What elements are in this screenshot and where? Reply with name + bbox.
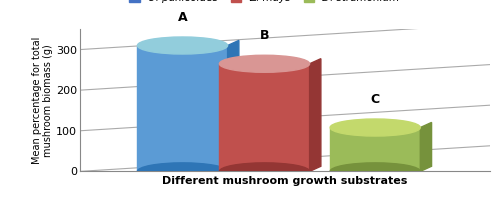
Bar [138,46,228,171]
Text: B: B [260,29,269,42]
Y-axis label: Mean percentage for total
mushroom biomass (g): Mean percentage for total mushroom bioma… [32,37,54,164]
Legend: U. panicoides, Z. mays, D. stramonium: U. panicoides, Z. mays, D. stramonium [125,0,404,7]
Ellipse shape [330,119,420,136]
Polygon shape [310,59,321,171]
Text: C: C [370,93,380,106]
Polygon shape [420,122,432,171]
Text: A: A [178,11,188,24]
Polygon shape [228,40,239,171]
Ellipse shape [220,55,310,72]
Bar [220,64,310,171]
Bar [330,127,420,171]
Ellipse shape [330,163,420,180]
X-axis label: Different mushroom growth substrates: Different mushroom growth substrates [162,176,408,186]
Ellipse shape [138,37,228,54]
Ellipse shape [138,163,228,180]
Ellipse shape [220,163,310,180]
